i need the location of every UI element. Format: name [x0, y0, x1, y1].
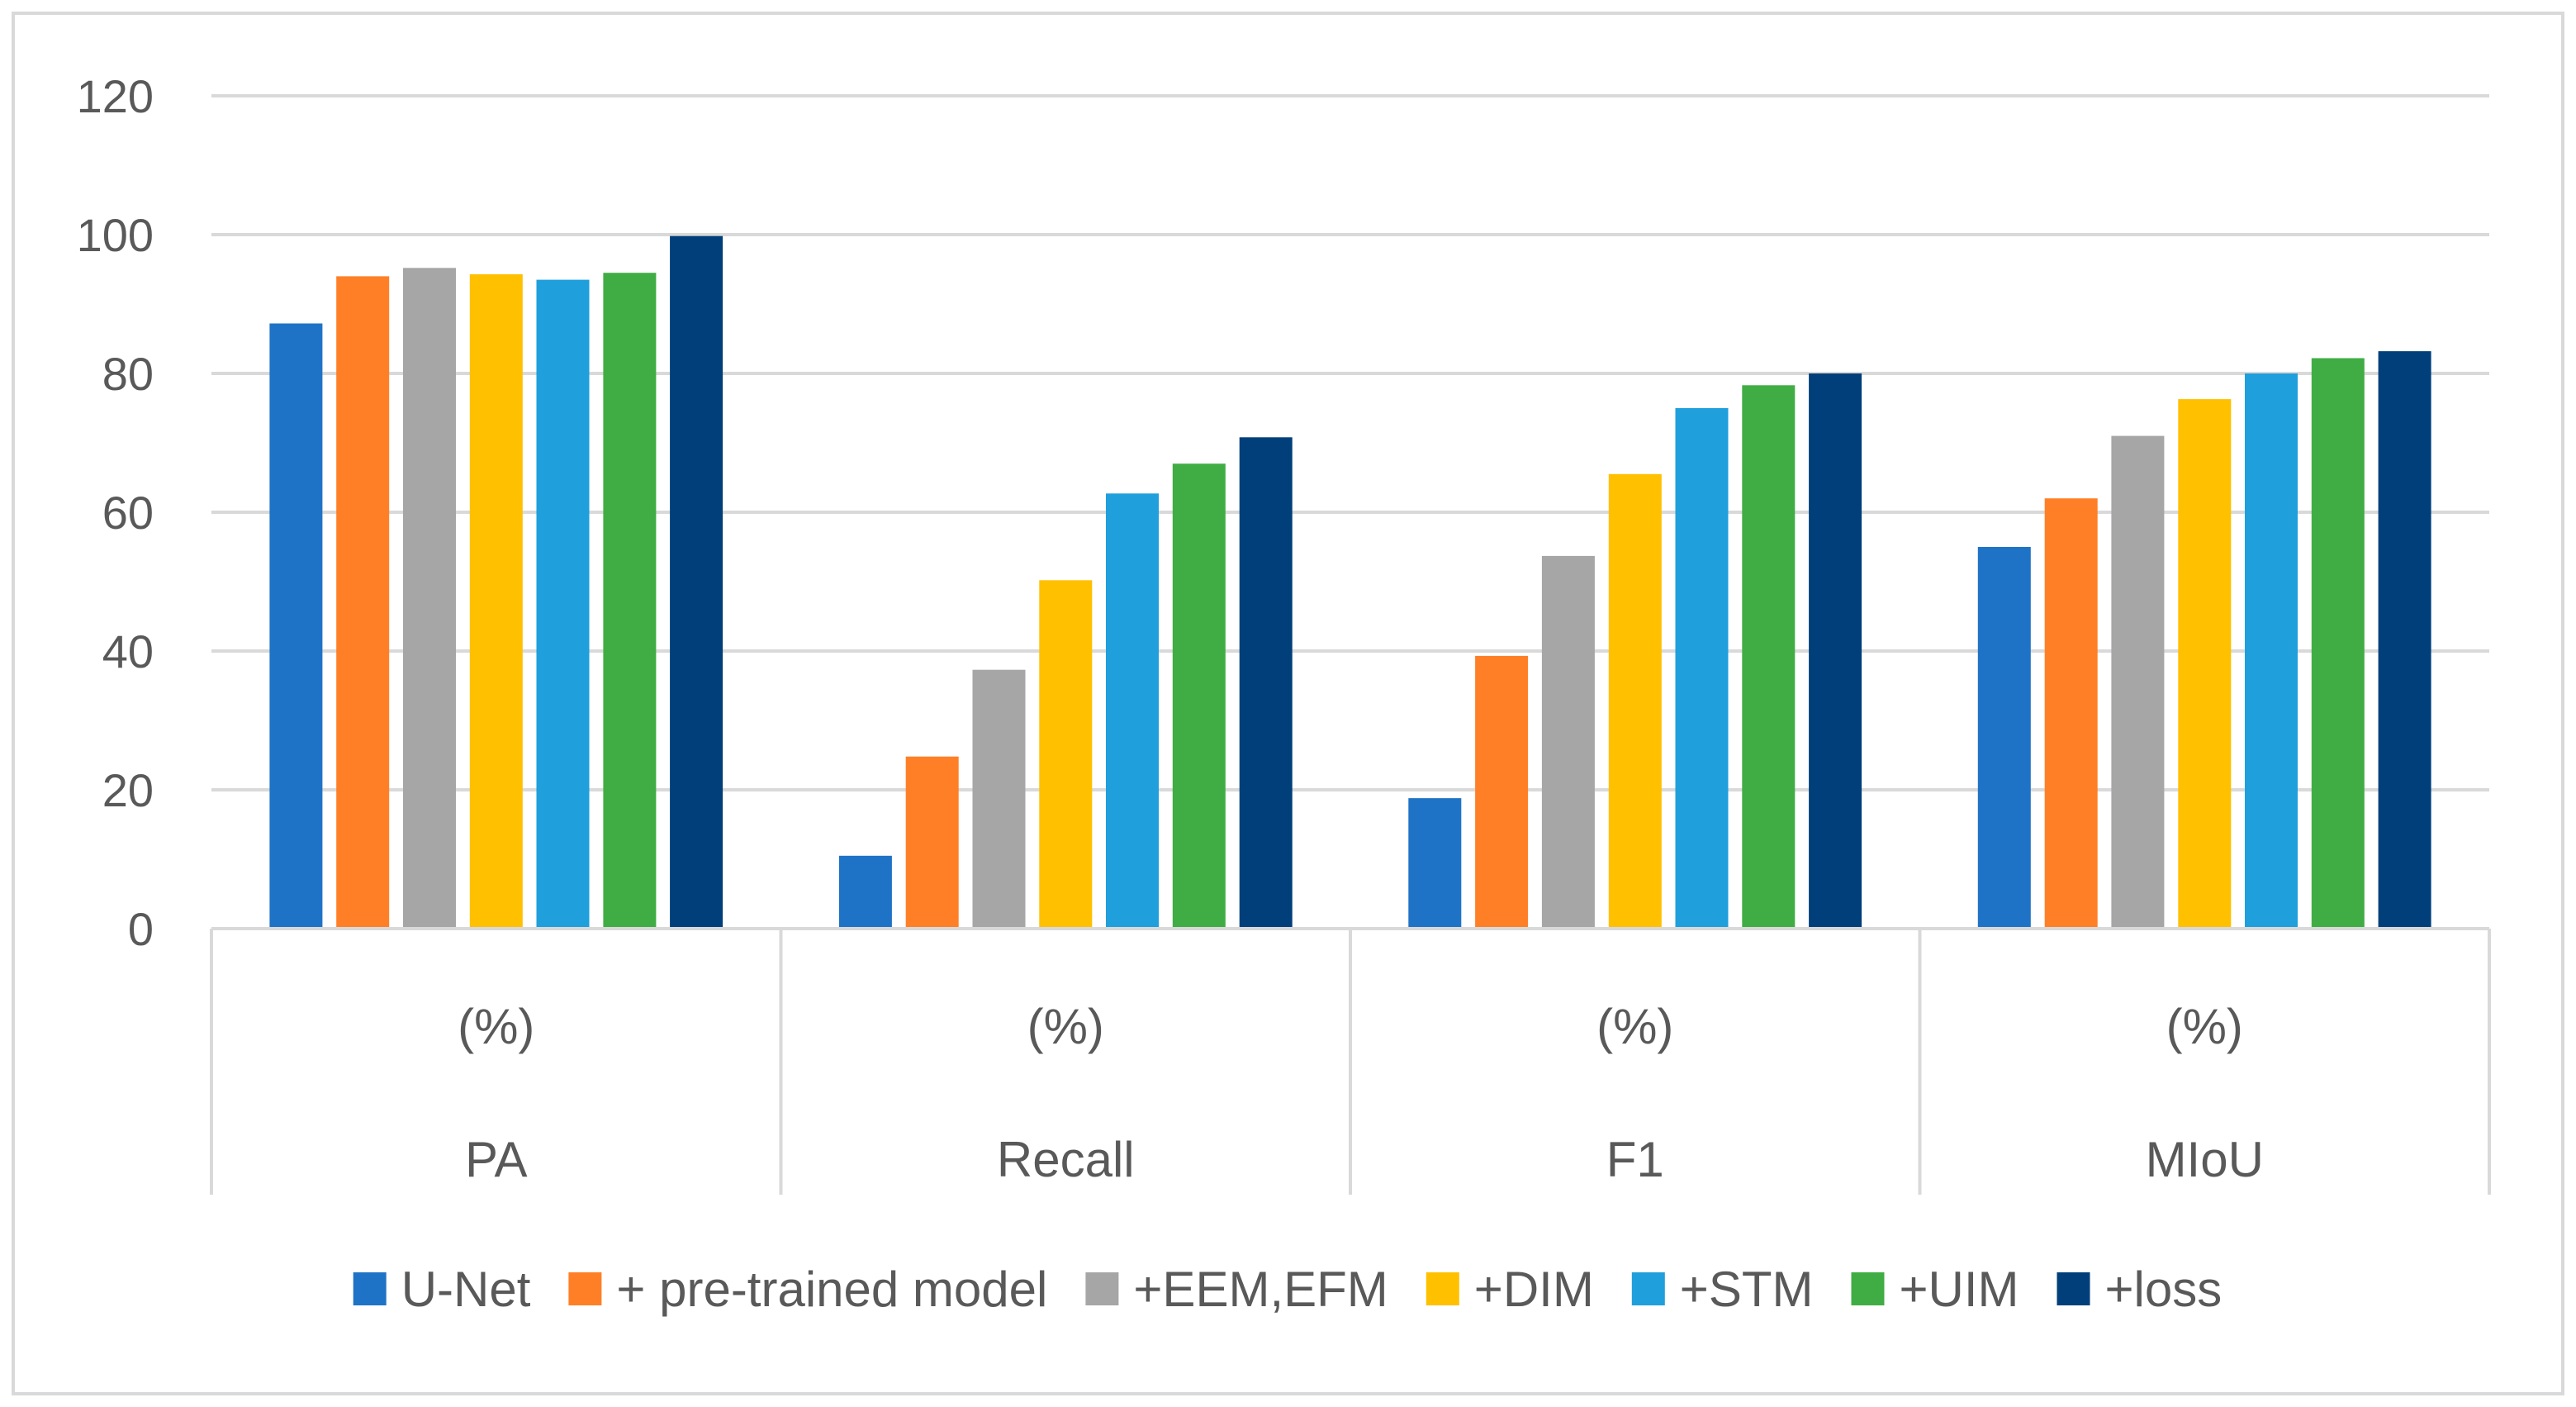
bar-stm-miou: [2245, 373, 2298, 929]
bar-stm-recall: [1106, 493, 1159, 929]
bar-eem-efm-pa: [403, 268, 456, 929]
y-tick-label: 100: [77, 209, 154, 261]
bar-loss-recall: [1239, 437, 1293, 929]
y-tick-label: 60: [102, 487, 154, 539]
bar-eem-efm-miou: [2111, 435, 2165, 929]
legend-label: +UIM: [1900, 1262, 2019, 1317]
bar-loss-miou: [2378, 351, 2431, 929]
bar-pre-trained-model-recall: [905, 756, 959, 929]
bar-stm-f1: [1675, 408, 1729, 929]
bar-dim-miou: [2178, 399, 2232, 929]
bar-loss-f1: [1809, 373, 1862, 929]
x-axis: (%) PA (%) Recall (%) F1 (%) MIoU: [210, 927, 2491, 1195]
legend-item: +loss: [2057, 1262, 2223, 1317]
legend-label: +DIM: [1474, 1262, 1594, 1317]
gridlines: [211, 94, 2489, 791]
legend-label: + pre-trained model: [616, 1262, 1047, 1317]
legend-item: +EEM,EFM: [1085, 1262, 1388, 1317]
bar-u-net-miou: [1977, 547, 2031, 929]
bar-uim-miou: [2311, 358, 2365, 929]
legend-swatch: [1631, 1272, 1665, 1305]
bar-dim-pa: [469, 273, 523, 929]
bar-eem-efm-f1: [1541, 555, 1595, 929]
bar-u-net-recall: [838, 855, 892, 929]
bar-eem-efm-recall: [972, 669, 1026, 929]
bar-uim-recall: [1172, 463, 1226, 929]
legend-item: +UIM: [1851, 1262, 2019, 1317]
legend-item: U-Net: [353, 1262, 531, 1317]
bar-uim-f1: [1742, 385, 1796, 929]
category-label: MIoU: [2146, 1132, 2264, 1187]
legend-label: +STM: [1680, 1262, 1814, 1317]
legend-item: +STM: [1631, 1262, 1814, 1317]
bar-uim-pa: [603, 273, 657, 929]
legend-label: U-Net: [401, 1262, 531, 1317]
legend-item: +DIM: [1426, 1262, 1594, 1317]
bar-u-net-f1: [1408, 798, 1462, 929]
category-unit-label: (%): [1596, 999, 1673, 1054]
legend: U-Net + pre-trained model +EEM,EFM +DIM +STM…: [353, 1262, 2223, 1317]
bar-pre-trained-model-pa: [336, 276, 390, 929]
legend-swatch: [1085, 1272, 1119, 1305]
legend-swatch: [1426, 1272, 1459, 1305]
category-unit-label: (%): [458, 999, 534, 1054]
bar-u-net-pa: [269, 323, 323, 929]
y-axis-tick-labels: 0 20 40 60 80 100 120: [77, 70, 154, 955]
bar-dim-f1: [1608, 473, 1662, 929]
legend-item: + pre-trained model: [568, 1262, 1047, 1317]
bar-dim-recall: [1039, 580, 1093, 929]
y-tick-label: 40: [102, 625, 154, 677]
bar-loss-pa: [670, 235, 723, 929]
y-tick-label: 80: [102, 348, 154, 400]
legend-label: +loss: [2105, 1262, 2223, 1317]
category-label: Recall: [997, 1132, 1135, 1187]
bar-stm-pa: [536, 279, 590, 929]
bar-pre-trained-model-miou: [2044, 498, 2098, 929]
legend-swatch: [353, 1272, 387, 1305]
category-unit-label: (%): [2166, 999, 2243, 1054]
bar-pre-trained-model-f1: [1475, 655, 1529, 929]
legend-label: +EEM,EFM: [1133, 1262, 1388, 1317]
category-label: F1: [1606, 1132, 1664, 1187]
category-label: PA: [465, 1132, 528, 1187]
category-unit-label: (%): [1027, 999, 1104, 1054]
bars: [269, 235, 2431, 929]
y-tick-label: 0: [128, 903, 154, 955]
legend-swatch: [2057, 1272, 2090, 1305]
y-tick-label: 20: [102, 764, 154, 816]
legend-swatch: [568, 1272, 602, 1305]
y-tick-label: 120: [77, 70, 154, 122]
legend-swatch: [1851, 1272, 1885, 1305]
